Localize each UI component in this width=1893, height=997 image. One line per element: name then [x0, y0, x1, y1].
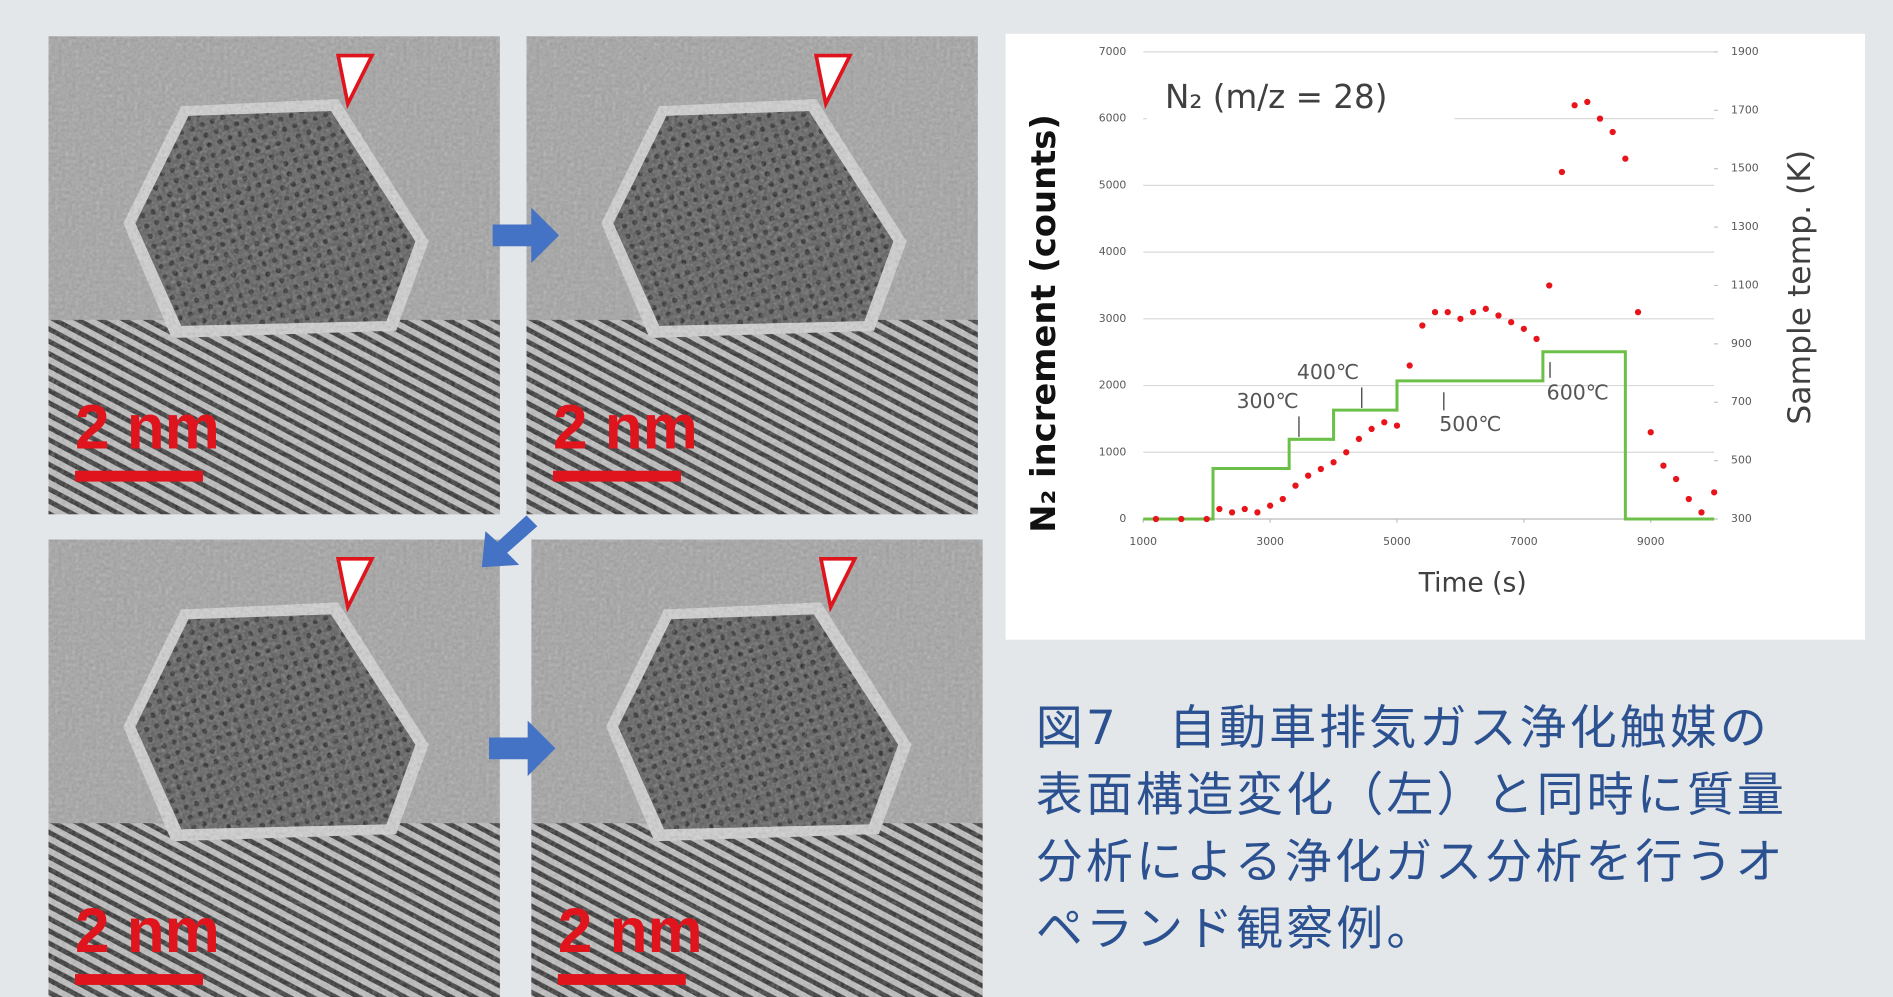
data-point	[1153, 516, 1159, 522]
data-point	[1254, 509, 1260, 515]
y-tick-label: 6000	[1099, 112, 1127, 125]
scale-bar	[75, 974, 203, 985]
x-tick-label: 7000	[1510, 535, 1538, 548]
series-label: N₂ (m/z = 28)	[1165, 78, 1387, 116]
data-point	[1267, 503, 1273, 509]
data-point	[1280, 496, 1286, 502]
x-tick-label: 1000	[1129, 535, 1157, 548]
annotation: 600℃	[1547, 380, 1609, 404]
scale-label: 2 nm	[75, 896, 220, 966]
y2-tick-label: 1900	[1731, 45, 1759, 58]
data-point	[1610, 129, 1616, 135]
data-point	[1711, 489, 1717, 495]
y2-tick-label: 300	[1731, 512, 1752, 525]
x-tick-label: 3000	[1256, 535, 1284, 548]
tem-image: 2 nm	[48, 36, 499, 525]
y2-tick-label: 1300	[1731, 220, 1759, 233]
data-point	[1318, 466, 1324, 472]
scale-bar	[75, 471, 203, 482]
tem-image: 2 nm	[531, 540, 982, 997]
data-point	[1242, 506, 1248, 512]
data-point	[1470, 309, 1476, 315]
data-point	[1521, 326, 1527, 332]
scale-label: 2 nm	[553, 393, 698, 463]
data-point	[1305, 473, 1311, 479]
data-point	[1330, 459, 1336, 465]
y-tick-label: 4000	[1099, 245, 1127, 258]
scale-bar	[553, 471, 681, 482]
figure: 2 nm2 nm2 nm2 nm 01000200030004000500060…	[0, 0, 1893, 997]
data-point	[1686, 496, 1692, 502]
y-tick-label: 7000	[1099, 45, 1127, 58]
data-point	[1495, 312, 1501, 318]
y-axis-label: N₂ increment (counts)	[1024, 114, 1063, 533]
y-tick-label: 3000	[1099, 312, 1127, 325]
page: {"images": [{"scale_bar": "2 nm"}, {"sca…	[0, 0, 1893, 997]
y2-axis-label: Sample temp. (K)	[1782, 150, 1818, 425]
data-point	[1381, 419, 1387, 425]
y2-tick-label: 1500	[1731, 162, 1759, 175]
data-point	[1229, 509, 1235, 515]
data-point	[1559, 169, 1565, 175]
caption-line: 図7 自動車排気ガス浄化触媒の	[1036, 701, 1770, 756]
data-point	[1457, 316, 1463, 322]
tem-image: 2 nm	[526, 36, 977, 525]
data-point	[1292, 483, 1298, 489]
y-tick-label: 1000	[1099, 445, 1127, 458]
x-tick-label: 9000	[1637, 535, 1665, 548]
scale-label: 2 nm	[558, 896, 703, 966]
caption-line: 表面構造変化（左）と同時に質量	[1036, 768, 1787, 823]
data-point	[1673, 476, 1679, 482]
data-point	[1622, 156, 1628, 162]
y-tick-label: 5000	[1099, 178, 1127, 191]
tem-image: 2 nm	[48, 540, 499, 997]
annotation: 300℃	[1236, 389, 1298, 413]
data-point	[1178, 516, 1184, 522]
data-point	[1571, 102, 1577, 108]
y2-tick-label: 900	[1731, 337, 1752, 350]
x-tick-label: 5000	[1383, 535, 1411, 548]
caption-line: 分析による浄化ガス分析を行うオ	[1036, 835, 1786, 890]
data-point	[1204, 516, 1210, 522]
caption-line: ペランド観察例。	[1036, 902, 1437, 957]
y2-tick-label: 500	[1731, 454, 1752, 467]
y2-tick-label: 1700	[1731, 103, 1759, 116]
data-point	[1407, 362, 1413, 368]
data-point	[1394, 422, 1400, 428]
data-point	[1597, 115, 1603, 121]
y-tick-label: 0	[1119, 512, 1126, 525]
y-tick-label: 2000	[1099, 379, 1127, 392]
data-point	[1368, 426, 1374, 432]
data-point	[1584, 99, 1590, 105]
data-point	[1660, 462, 1666, 468]
y2-tick-label: 1100	[1731, 278, 1759, 291]
data-point	[1343, 449, 1349, 455]
y2-tick-label: 700	[1731, 395, 1752, 408]
annotation: 500℃	[1439, 412, 1501, 436]
annotation: 400℃	[1297, 360, 1359, 384]
data-point	[1216, 506, 1222, 512]
data-point	[1533, 336, 1539, 342]
scale-bar	[558, 974, 686, 985]
data-point	[1635, 309, 1641, 315]
data-point	[1648, 429, 1654, 435]
data-point	[1546, 282, 1552, 288]
data-point	[1698, 509, 1704, 515]
data-point	[1508, 319, 1514, 325]
x-axis-label: Time (s)	[1418, 568, 1527, 599]
data-point	[1356, 436, 1362, 442]
data-point	[1483, 306, 1489, 312]
scale-label: 2 nm	[75, 393, 220, 463]
data-point	[1419, 322, 1425, 328]
data-point	[1432, 309, 1438, 315]
data-point	[1445, 309, 1451, 315]
